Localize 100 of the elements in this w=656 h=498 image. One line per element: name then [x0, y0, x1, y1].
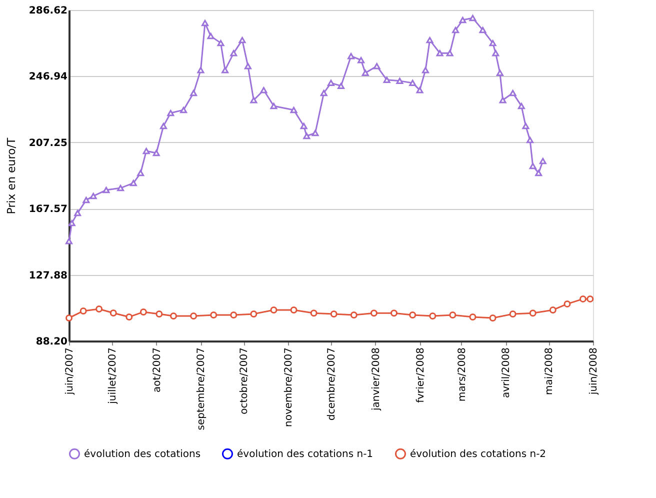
point: [370, 310, 378, 317]
point: [310, 310, 318, 317]
point: [499, 96, 506, 104]
point: [416, 86, 424, 94]
x-tick-label: dcembre/2007: [326, 348, 338, 420]
point: [160, 122, 167, 130]
x-tick-label: juillet/2007: [107, 348, 118, 405]
x-tick-label: aot/2007: [152, 348, 163, 392]
point: [479, 26, 486, 34]
point: [156, 310, 163, 318]
point: [126, 313, 133, 320]
point: [564, 300, 571, 308]
point: [130, 180, 137, 186]
point: [102, 186, 110, 194]
point: [535, 170, 542, 176]
y-tick-label: 88.20: [36, 336, 68, 348]
y-axis-title: Prix en euro/T: [4, 138, 18, 214]
point: [409, 80, 416, 86]
point: [217, 40, 224, 46]
y-tick-label: 286.62: [28, 6, 68, 16]
point: [303, 132, 310, 140]
point: [422, 66, 429, 74]
point: [74, 210, 82, 216]
x-tick-label: janvier/2008: [370, 348, 382, 412]
point: [202, 20, 208, 26]
point: [429, 312, 436, 320]
point: [522, 122, 530, 130]
y-tick-label: 207.25: [28, 138, 68, 149]
point: [338, 82, 345, 90]
point: [320, 90, 328, 96]
point: [238, 36, 246, 44]
point: [459, 16, 466, 24]
point: [80, 307, 87, 314]
point: [489, 40, 496, 46]
y-tick-label: 246.94: [28, 72, 68, 83]
point: [489, 314, 496, 322]
point: [197, 66, 204, 74]
x-tick-label: fvrier/2008: [415, 348, 426, 403]
point: [358, 56, 365, 64]
x-tick-label: juin/2007: [64, 348, 76, 396]
point: [529, 310, 536, 317]
x-tick-label: avril/2008: [501, 348, 512, 398]
point: [300, 122, 308, 130]
x-tick-label: juin/2008: [588, 348, 600, 396]
point: [586, 295, 594, 302]
y-tick-label: 167.57: [28, 204, 68, 216]
point: [207, 32, 214, 40]
point: [250, 96, 258, 104]
point: [190, 90, 198, 96]
point: [436, 50, 444, 56]
point: [66, 314, 72, 322]
point: [328, 80, 334, 86]
point: [312, 130, 319, 136]
point: [526, 136, 534, 144]
point: [110, 309, 117, 316]
point: [496, 70, 504, 76]
point: [230, 311, 238, 318]
point: [579, 295, 586, 302]
point: [390, 310, 398, 317]
point: [170, 312, 178, 320]
point: [140, 308, 147, 316]
point: [446, 50, 454, 56]
point: [96, 305, 103, 312]
point: [230, 50, 238, 56]
point: [362, 70, 369, 76]
point: [373, 62, 380, 70]
point: [409, 311, 416, 318]
point: [137, 170, 144, 176]
point: [290, 306, 298, 314]
point: [270, 102, 278, 110]
point: [180, 106, 188, 114]
point: [539, 158, 546, 164]
y-tick-label: 127.88: [28, 270, 68, 282]
point: [82, 196, 90, 204]
point: [492, 50, 500, 56]
point: [469, 14, 476, 22]
point: [244, 62, 252, 70]
point: [190, 312, 198, 320]
point: [270, 306, 278, 314]
point: [250, 310, 258, 318]
point: [549, 306, 556, 314]
x-tick-label: mai/2008: [544, 348, 556, 395]
x-tick-label: novembre/2007: [284, 348, 295, 427]
point: [142, 148, 150, 154]
legend-label: évolution des cotations n-2: [410, 448, 546, 460]
x-tick-label: mars/2008: [456, 348, 468, 402]
point: [290, 106, 298, 114]
legend-label: évolution des cotations n-1: [237, 448, 374, 460]
point: [348, 52, 355, 60]
point: [469, 313, 476, 320]
point: [260, 86, 268, 94]
point: [518, 102, 525, 110]
point: [330, 310, 338, 318]
point: [152, 150, 160, 156]
x-tick-label: septembre/2007: [196, 348, 208, 430]
point: [210, 311, 218, 318]
point: [167, 110, 174, 116]
point: [449, 311, 456, 318]
point: [509, 310, 516, 318]
point: [509, 90, 516, 96]
